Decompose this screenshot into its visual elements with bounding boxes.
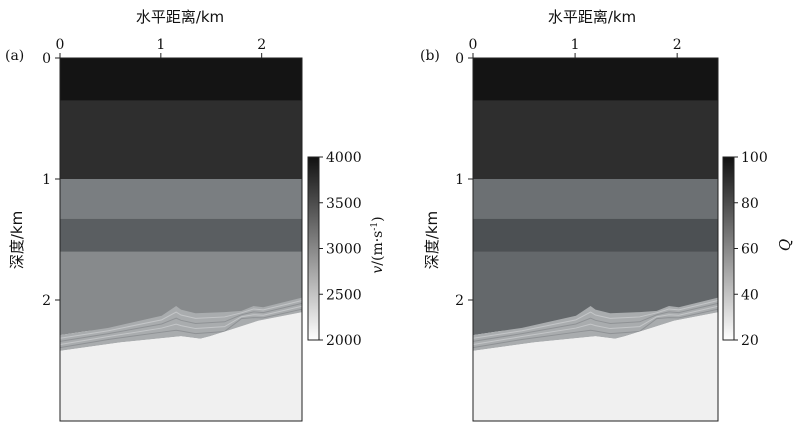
layer-4 — [60, 218, 302, 253]
y-ticks: 0 1 2 — [42, 51, 60, 309]
panel-b: 水平距离/km (b) 深度/km 0 1 2 0 1 2 20 40 60 80 100 Q — [420, 8, 794, 422]
colorbar-tick-label: 2500 — [326, 287, 362, 303]
layer-3 — [60, 179, 302, 220]
colorbar-tick-label: 20 — [741, 333, 759, 349]
strata-line — [59, 302, 303, 342]
colorbar-tick-label: 80 — [741, 196, 759, 212]
strata-line — [472, 302, 719, 342]
colorbar-tick-label: 40 — [741, 287, 759, 303]
velocity-model-plot — [59, 57, 303, 422]
panel-label: (b) — [420, 48, 440, 64]
colorbar: 20 40 60 80 100 — [722, 150, 768, 349]
layer-2 — [60, 100, 302, 180]
y-tick-label: 0 — [42, 51, 51, 67]
strata-line — [59, 308, 303, 349]
x-ticks: 0 1 2 — [469, 37, 682, 58]
colorbar-title-unit: /(m·s — [370, 231, 386, 266]
colorbar-title-symbol: v — [370, 266, 386, 274]
panel-a: 水平距离/km (a) 深度/km 0 1 2 0 1 2 2000 2500 3000 35… — [5, 8, 386, 422]
strata-line — [59, 299, 303, 339]
x-tick-label: 2 — [673, 37, 682, 53]
colorbar-gradient — [307, 156, 320, 341]
colorbar-title-end: ) — [370, 216, 386, 221]
colorbar-title-sup: -1 — [370, 222, 380, 231]
plot-frame — [59, 57, 303, 422]
x-ticks: 0 1 2 — [56, 37, 266, 58]
colorbar-tick-label: 60 — [741, 242, 759, 258]
colorbar-tick-label: 3000 — [326, 242, 362, 258]
y-tick-label: 0 — [455, 51, 464, 67]
plot-frame — [472, 57, 719, 422]
colorbar-tick-label: 100 — [741, 150, 768, 166]
y-tick-label: 1 — [42, 172, 51, 188]
colorbar-tick-label: 2000 — [326, 333, 362, 349]
strata-line — [59, 305, 303, 346]
layer-3 — [473, 179, 718, 220]
x-tick-label: 0 — [469, 37, 478, 53]
y-tick-label: 1 — [455, 172, 464, 188]
y-tick-label: 2 — [42, 293, 51, 309]
x-tick-label: 0 — [56, 37, 65, 53]
y-axis-title: 深度/km — [8, 211, 26, 269]
x-axis-title: 水平距离/km — [548, 8, 636, 26]
colorbar-tick-label: 4000 — [326, 150, 362, 166]
basement — [473, 312, 718, 421]
q-model-plot — [472, 57, 719, 422]
panel-label: (a) — [5, 48, 24, 64]
y-ticks: 0 1 2 — [455, 51, 473, 309]
colorbar-title: Q — [776, 239, 794, 251]
layer-4 — [473, 218, 718, 253]
strata-line — [472, 299, 719, 339]
basement — [60, 312, 302, 421]
y-tick-label: 2 — [455, 293, 464, 309]
x-tick-label: 1 — [156, 37, 165, 53]
colorbar: 2000 2500 3000 3500 4000 — [307, 150, 362, 349]
layer-1 — [60, 58, 302, 101]
y-axis-title: 深度/km — [423, 211, 441, 269]
x-tick-label: 1 — [571, 37, 580, 53]
strata-line — [472, 305, 719, 346]
x-axis-title: 水平距离/km — [136, 8, 224, 26]
colorbar-tick-label: 3500 — [326, 196, 362, 212]
colorbar-title: v/(m·s-1) — [370, 216, 386, 273]
colorbar-gradient — [722, 156, 735, 341]
strata-line — [472, 308, 719, 349]
layer-2 — [473, 100, 718, 180]
x-tick-label: 2 — [257, 37, 266, 53]
layer-1 — [473, 58, 718, 101]
